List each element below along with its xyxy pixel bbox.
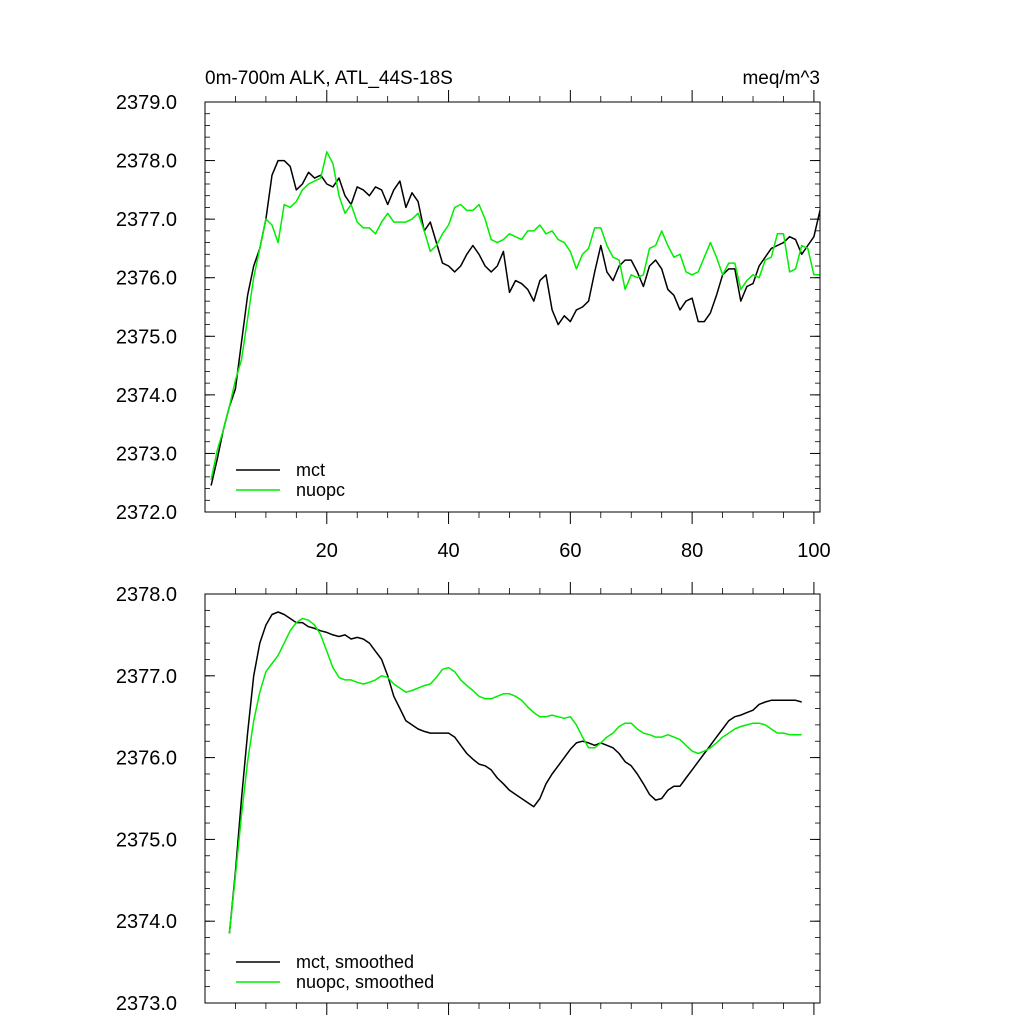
y-tick-label: 2378.0: [116, 584, 177, 606]
y-tick-label: 2376.0: [116, 268, 177, 290]
y-tick-label: 2375.0: [116, 326, 177, 348]
bottom-axis-labels: 2373.0 2374.0 2375.0 2376.0 2377.0 2378.0: [116, 584, 177, 1015]
series-line-nuopc: [210, 151, 820, 480]
x-tick-label: 40: [437, 540, 459, 562]
bottom-series-group: [228, 611, 802, 934]
y-tick-label: 2377.0: [116, 209, 177, 231]
units-label: meq/m^3: [742, 68, 820, 89]
x-tick-label: 60: [559, 540, 581, 562]
y-tick-label: 2373.0: [116, 993, 177, 1015]
x-tick-label: 20: [316, 540, 338, 562]
y-tick-label: 2375.0: [116, 829, 177, 851]
series-line-mct: [210, 159, 821, 486]
bottom-panel: 2373.0 2374.0 2375.0 2376.0 2377.0 2378.0 mct…: [116, 582, 821, 1015]
top-series-group: [210, 151, 821, 486]
bottom-axis-ticks: [205, 582, 820, 1015]
legend-label-nuopc-smoothed: nuopc, smoothed: [296, 972, 434, 992]
panel-title: 0m-700m ALK, ATL_44S-18S: [205, 68, 453, 89]
bottom-legend: mct, smoothed nuopc, smoothed: [236, 952, 434, 992]
legend-label-nuopc: nuopc: [296, 480, 345, 500]
y-tick-label: 2377.0: [116, 666, 177, 688]
y-tick-label: 2374.0: [116, 911, 177, 933]
y-tick-label: 2376.0: [116, 748, 177, 770]
top-panel: 0m-700m ALK, ATL_44S-18S meq/m^3 2372.02…: [116, 68, 831, 562]
bottom-plot-frame: [204, 593, 821, 1004]
legend-label-mct: mct: [296, 460, 325, 480]
series-line-nuopc-smoothed: [228, 617, 802, 934]
x-tick-label: 100: [797, 540, 830, 562]
y-tick-label: 2372.0: [116, 502, 177, 524]
y-tick-label: 2378.0: [116, 151, 177, 173]
x-tick-label: 80: [681, 540, 703, 562]
top-legend: mct nuopc: [236, 460, 345, 500]
series-line-mct-smoothed: [228, 611, 802, 934]
y-tick-label: 2373.0: [116, 443, 177, 465]
legend-label-mct-smoothed: mct, smoothed: [296, 952, 414, 972]
top-axis-labels: 2372.0 2373.0 2374.0 2375.0 2376.0 2377.0 2378…: [116, 92, 831, 562]
top-axis-ticks: [205, 90, 820, 524]
top-plot-frame: [204, 101, 821, 513]
y-tick-label: 2374.0: [116, 385, 177, 407]
y-tick-label: 2379.0: [116, 92, 177, 114]
